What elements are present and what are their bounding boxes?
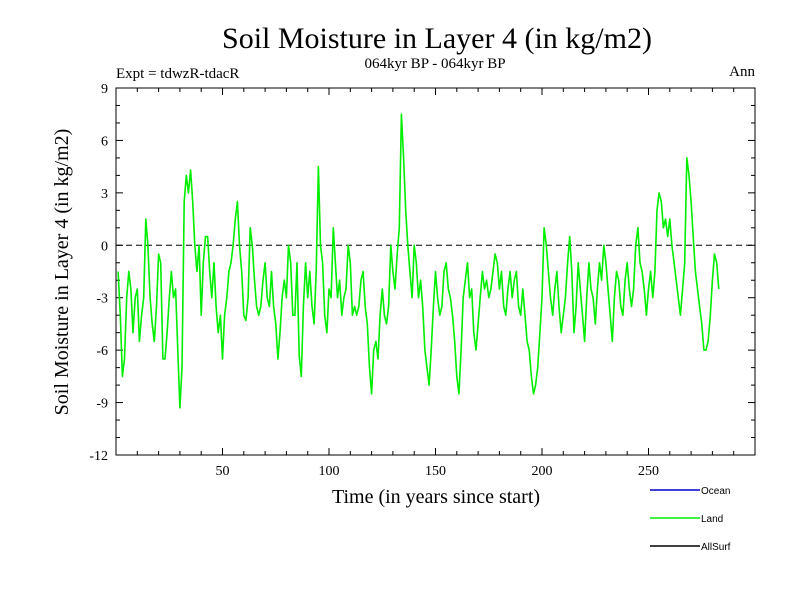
x-tick-label: 100 bbox=[319, 464, 340, 479]
legend-label-land: Land bbox=[701, 514, 723, 525]
series-line-land bbox=[117, 113, 720, 409]
y-tick-label: -3 bbox=[96, 292, 108, 307]
y-tick-label: 9 bbox=[101, 82, 108, 97]
x-tick-label: 50 bbox=[216, 464, 230, 479]
y-tick-label: -6 bbox=[96, 344, 108, 359]
y-tick-label: -12 bbox=[89, 449, 108, 464]
x-axis-label: Time (in years since start) bbox=[332, 486, 540, 508]
legend-label-ocean: Ocean bbox=[701, 486, 730, 497]
y-tick-label: 0 bbox=[101, 239, 108, 254]
y-axis-label: Soil Moisture in Layer 4 (in kg/m2) bbox=[51, 129, 73, 416]
data-series bbox=[117, 113, 720, 409]
y-tick-label: 3 bbox=[101, 187, 108, 202]
chart-subtitle: 064kyr BP - 064kyr BP bbox=[364, 56, 505, 72]
legend-label-allsurf: AllSurf bbox=[701, 542, 731, 553]
axes-and-ticks: -12 -9 -6 -3 0 3 6 9 50 100 150 200 250 bbox=[89, 82, 755, 479]
legend: Ocean Land AllSurf bbox=[650, 486, 731, 553]
plot-frame bbox=[115, 87, 756, 456]
x-tick-label: 150 bbox=[425, 464, 446, 479]
period-label: Ann bbox=[729, 64, 755, 80]
y-tick-label: 6 bbox=[101, 134, 108, 149]
experiment-label: Expt = tdwzR-tdacR bbox=[116, 66, 239, 82]
y-tick-label: -9 bbox=[96, 397, 108, 412]
chart-title: Soil Moisture in Layer 4 (in kg/m2) bbox=[222, 22, 652, 55]
x-tick-label: 250 bbox=[638, 464, 659, 479]
x-tick-label: 200 bbox=[532, 464, 553, 479]
